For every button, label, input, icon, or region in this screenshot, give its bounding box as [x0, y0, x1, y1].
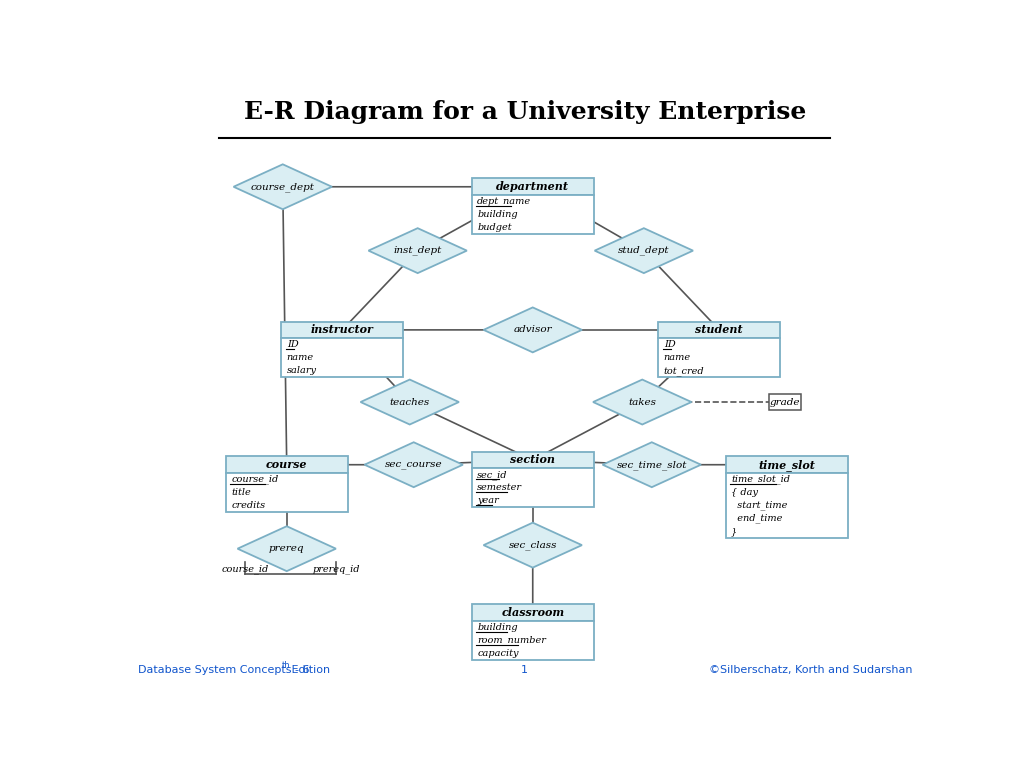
Text: Database System Concepts - 6: Database System Concepts - 6: [137, 665, 309, 675]
Text: department: department: [497, 181, 569, 192]
Text: credits: credits: [231, 501, 265, 510]
Text: time_slot_id: time_slot_id: [731, 475, 791, 485]
Text: salary: salary: [287, 366, 316, 376]
Bar: [658, 338, 780, 377]
Polygon shape: [483, 523, 582, 568]
Text: { day: { day: [731, 488, 758, 497]
Bar: [726, 456, 848, 473]
Bar: [472, 468, 594, 508]
Text: Edition: Edition: [289, 665, 331, 675]
Bar: [282, 338, 403, 377]
Text: takes: takes: [629, 398, 656, 406]
Text: building: building: [477, 210, 518, 219]
Text: sec_class: sec_class: [509, 541, 557, 550]
Polygon shape: [238, 526, 336, 571]
Polygon shape: [593, 379, 691, 425]
Text: building: building: [477, 623, 518, 632]
Text: instructor: instructor: [311, 324, 374, 336]
Text: ID: ID: [287, 340, 298, 349]
Bar: [225, 456, 348, 473]
Text: grade: grade: [770, 398, 801, 406]
Polygon shape: [483, 307, 582, 353]
Bar: [726, 473, 848, 538]
Bar: [658, 322, 780, 338]
Text: sec_course: sec_course: [385, 460, 442, 469]
Text: prereq: prereq: [269, 545, 304, 553]
Text: th: th: [282, 661, 291, 670]
Text: start_time: start_time: [731, 501, 787, 511]
Polygon shape: [602, 442, 701, 487]
Bar: [769, 394, 801, 409]
Polygon shape: [360, 379, 459, 425]
Text: ID: ID: [664, 340, 676, 349]
Polygon shape: [365, 442, 463, 487]
Text: name: name: [287, 353, 313, 362]
Text: room_number: room_number: [477, 635, 546, 645]
Polygon shape: [595, 228, 693, 273]
Text: tot_cred: tot_cred: [664, 366, 705, 376]
Text: course_id: course_id: [231, 475, 279, 485]
Text: }: }: [731, 527, 737, 536]
Text: course_id: course_id: [222, 564, 269, 574]
Text: course: course: [266, 459, 307, 470]
Text: inst_dept: inst_dept: [393, 246, 441, 256]
Text: year: year: [477, 496, 499, 505]
Text: time_slot: time_slot: [758, 458, 815, 471]
Text: name: name: [664, 353, 691, 362]
Text: 1: 1: [521, 665, 528, 675]
Text: capacity: capacity: [477, 649, 519, 658]
Text: course_dept: course_dept: [251, 182, 314, 192]
Text: semester: semester: [477, 483, 522, 492]
Text: E-R Diagram for a University Enterprise: E-R Diagram for a University Enterprise: [244, 100, 806, 124]
Text: end_time: end_time: [731, 514, 782, 523]
Text: prereq_id: prereq_id: [312, 564, 359, 574]
Bar: [472, 621, 594, 660]
Bar: [472, 195, 594, 234]
Text: ©Silberschatz, Korth and Sudarshan: ©Silberschatz, Korth and Sudarshan: [709, 665, 912, 675]
Text: teaches: teaches: [389, 398, 430, 406]
Text: classroom: classroom: [501, 607, 564, 618]
Text: stud_dept: stud_dept: [618, 246, 670, 256]
Bar: [282, 322, 403, 338]
Text: section: section: [510, 455, 555, 465]
Text: budget: budget: [477, 223, 512, 232]
Text: advisor: advisor: [513, 326, 552, 334]
Bar: [472, 604, 594, 621]
Text: sec_time_slot: sec_time_slot: [616, 460, 687, 469]
Bar: [472, 178, 594, 195]
Text: title: title: [231, 488, 251, 497]
Text: sec_id: sec_id: [477, 470, 508, 479]
Polygon shape: [369, 228, 467, 273]
Text: dept_name: dept_name: [477, 197, 531, 207]
Bar: [472, 452, 594, 468]
Polygon shape: [233, 164, 332, 209]
Text: student: student: [695, 324, 743, 336]
Bar: [225, 473, 348, 512]
